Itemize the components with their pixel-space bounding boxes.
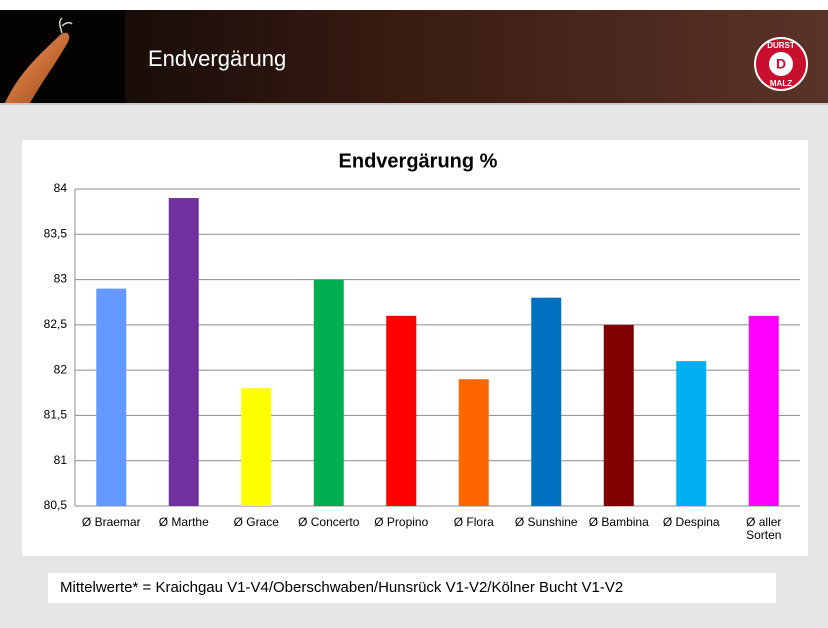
- y-tick-label: 81: [54, 453, 68, 467]
- footnote: Mittelwerte* = Kraichgau V1-V4/Oberschwa…: [48, 573, 776, 603]
- x-tick-label: Ø Bambina: [588, 515, 649, 529]
- y-tick-label: 83: [54, 272, 68, 286]
- logo-mark: D: [776, 56, 786, 72]
- bar: [386, 315, 417, 506]
- header-rule: [0, 103, 828, 105]
- x-tick-label: Ø aller Sorten: [746, 515, 782, 542]
- bar: [531, 297, 562, 506]
- x-tick-label: Ø Sunshine: [514, 515, 578, 529]
- bar: [458, 379, 489, 506]
- logo-bottom: MALZ: [770, 79, 792, 88]
- bar: [748, 315, 779, 506]
- y-tick-label: 83,5: [44, 226, 68, 240]
- chart-title: Endvergärung %: [339, 150, 498, 172]
- y-tick-label: 82,5: [44, 317, 68, 331]
- x-tick-label: Ø Propino: [374, 515, 429, 529]
- x-tick-label: Ø Braemar: [81, 515, 141, 529]
- logo-inner: [769, 52, 793, 76]
- x-tick-label: Ø Concerto: [298, 515, 360, 529]
- bar: [96, 288, 127, 506]
- bar: [603, 324, 634, 506]
- y-tick-label: 80,5: [44, 498, 68, 512]
- x-tick-label: Ø Flora: [453, 515, 494, 529]
- y-tick-label: 82: [54, 362, 68, 376]
- bar: [168, 198, 199, 507]
- bar: [676, 361, 707, 506]
- y-tick-label: 84: [54, 181, 68, 195]
- finger: [5, 32, 70, 103]
- header-title: Endvergärung: [148, 46, 286, 71]
- logo-top: DURST: [767, 41, 795, 50]
- sprout: [58, 17, 73, 34]
- bar: [241, 388, 272, 506]
- y-tick-label: 81,5: [44, 408, 68, 422]
- bar: [313, 279, 344, 506]
- x-tick-label: Ø Despina: [662, 515, 720, 529]
- x-tick-label: Ø Marthe: [158, 515, 209, 529]
- header-band: [0, 10, 828, 103]
- x-tick-label: Ø Grace: [233, 515, 279, 529]
